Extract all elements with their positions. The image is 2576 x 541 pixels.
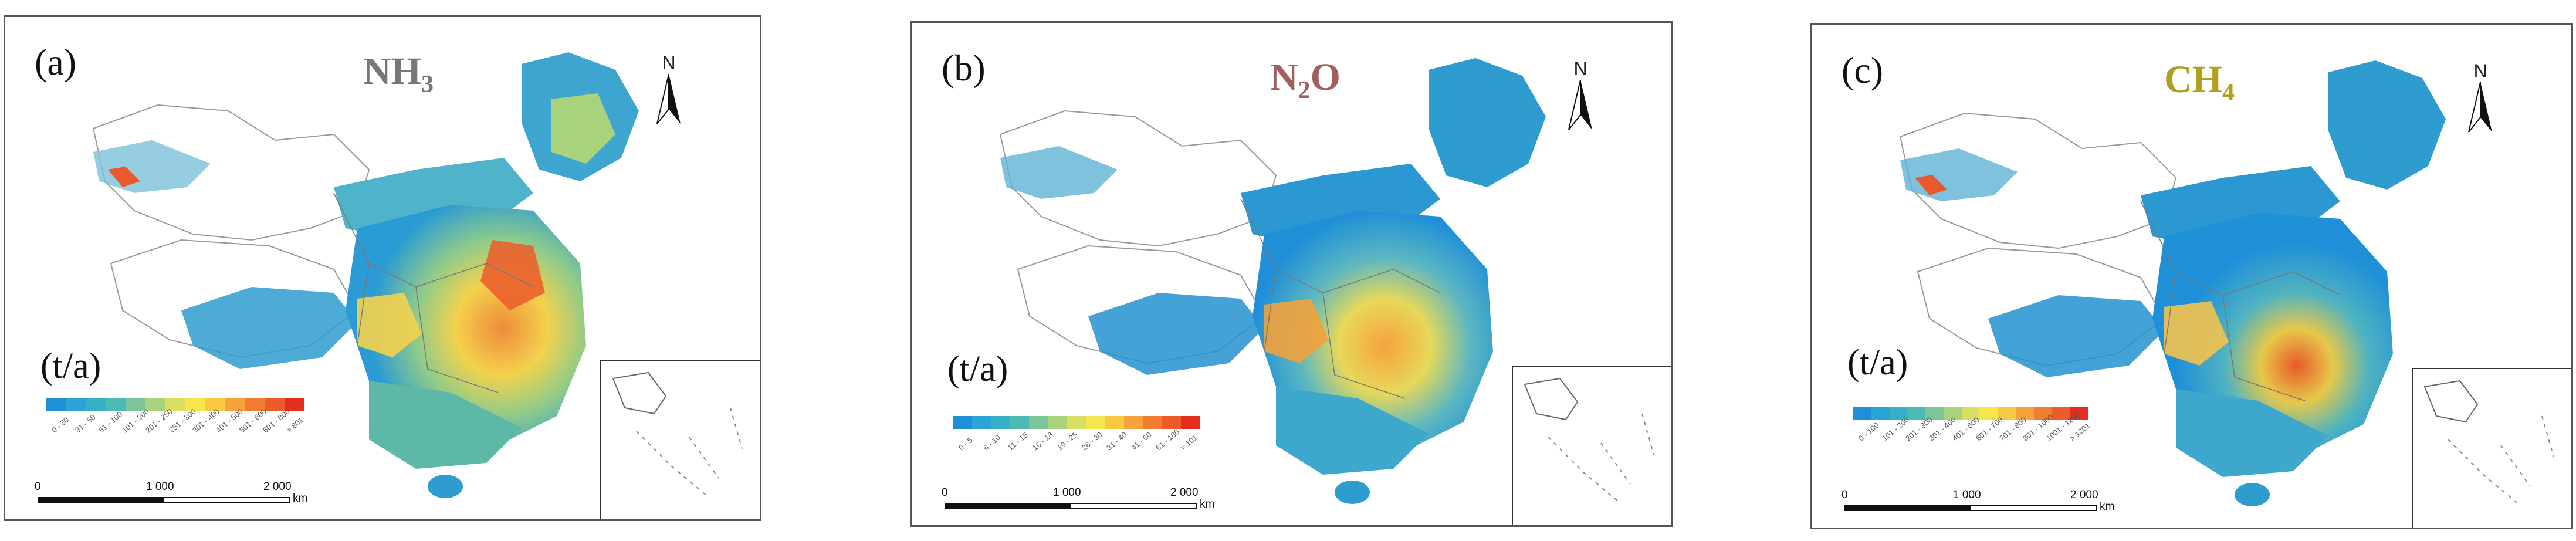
legend-swatch — [225, 398, 245, 411]
legend-swatch — [2070, 407, 2088, 420]
legend-swatch — [46, 398, 66, 411]
legend-swatch — [2015, 407, 2034, 420]
legend-swatch — [1010, 416, 1030, 429]
south-china-sea-inset — [600, 360, 760, 519]
legend-labels: 0 - 30 31 - 50 51 - 100 101 - 200 201 - 250 2… — [46, 407, 305, 481]
legend-swatch — [285, 398, 304, 411]
legend-swatch — [1105, 416, 1124, 429]
legend-swatch — [972, 416, 991, 429]
legend-swatch — [185, 398, 205, 411]
legend-swatch — [1961, 407, 1980, 420]
legend-swatch — [1889, 407, 1908, 420]
scale-bar — [1844, 505, 2097, 511]
scale-label-0: 0 — [1842, 489, 1848, 501]
legend-colorbar — [953, 416, 1200, 429]
legend-swatch — [106, 398, 126, 411]
scale-label-1000: 1 000 — [1953, 489, 1981, 501]
scale-label-0: 0 — [942, 486, 948, 499]
legend-swatch — [1086, 416, 1105, 429]
scale-bar — [945, 503, 1197, 509]
scale-bar — [38, 497, 290, 503]
legend-swatch — [1048, 416, 1067, 429]
legend-swatch — [1871, 407, 1890, 420]
north-arrow-icon: N — [648, 52, 689, 140]
legend-colorbar — [46, 398, 304, 411]
scale-label-2000: 2 000 — [2070, 489, 2098, 501]
legend-swatch — [86, 398, 106, 411]
panel-title: N2O — [1270, 56, 1341, 104]
legend-swatch — [1143, 416, 1162, 429]
scale-label-0: 0 — [35, 481, 41, 493]
legend-swatch — [145, 398, 166, 411]
legend-labels: 0 - 100 101 - 200 201 - 300 301 - 400 401 - … — [1853, 410, 2091, 489]
south-china-sea-inset — [1512, 366, 1671, 525]
north-arrow-icon: N — [2460, 60, 2501, 148]
scale-label-2000: 2 000 — [263, 481, 292, 493]
china-emission-map — [92, 52, 639, 498]
legend-swatch — [1162, 416, 1181, 429]
scale-unit: km — [293, 492, 308, 505]
map-panel-nh3: (a) NH3 N (t/a) 0 - 30 31 - 50 51 - 100 101… — [4, 15, 761, 521]
legend-swatch — [1853, 407, 1871, 420]
south-china-sea-inset — [2412, 368, 2571, 528]
legend-swatch — [245, 398, 265, 411]
unit-label: (t/a) — [40, 346, 101, 386]
legend-swatch — [1925, 407, 1944, 420]
panel-title: CH4 — [2164, 58, 2235, 107]
legend-swatch — [953, 416, 973, 429]
legend-swatch — [1998, 407, 2016, 420]
legend-swatch — [66, 398, 86, 411]
unit-label: (t/a) — [1847, 343, 1908, 383]
legend-swatch — [1979, 407, 1998, 420]
china-emission-map — [1899, 60, 2446, 506]
legend-swatch — [1943, 407, 1962, 420]
legend-swatch — [1123, 416, 1143, 429]
china-emission-map — [999, 58, 1546, 504]
map-panel-ch4: (c) CH4 N (t/a) 0 - 100 101 - 200 201 - 30… — [1810, 23, 2573, 529]
legend-swatch — [265, 398, 285, 411]
legend-swatch — [991, 416, 1010, 429]
legend-swatch — [1180, 416, 1200, 429]
legend-swatch — [1907, 407, 1926, 420]
panel-letter: (c) — [1842, 49, 1884, 91]
panel-title: NH3 — [363, 50, 434, 99]
scale-label-1000: 1 000 — [146, 481, 174, 493]
legend-swatch — [1067, 416, 1086, 429]
panel-letter: (b) — [942, 47, 986, 89]
panel-letter: (a) — [35, 41, 77, 83]
legend-swatch — [1029, 416, 1048, 429]
legend-swatch — [205, 398, 225, 411]
legend-swatch — [165, 398, 185, 411]
scale-unit: km — [1200, 498, 1215, 510]
scale-label-2000: 2 000 — [1170, 486, 1199, 499]
legend-swatch — [2052, 407, 2070, 420]
legend-swatch — [2033, 407, 2052, 420]
legend-swatch — [126, 398, 146, 411]
unit-label: (t/a) — [947, 349, 1008, 389]
north-arrow-icon: N — [1560, 58, 1601, 146]
scale-unit: km — [2100, 501, 2115, 513]
scale-label-1000: 1 000 — [1053, 486, 1081, 499]
legend-colorbar — [1853, 407, 2088, 420]
